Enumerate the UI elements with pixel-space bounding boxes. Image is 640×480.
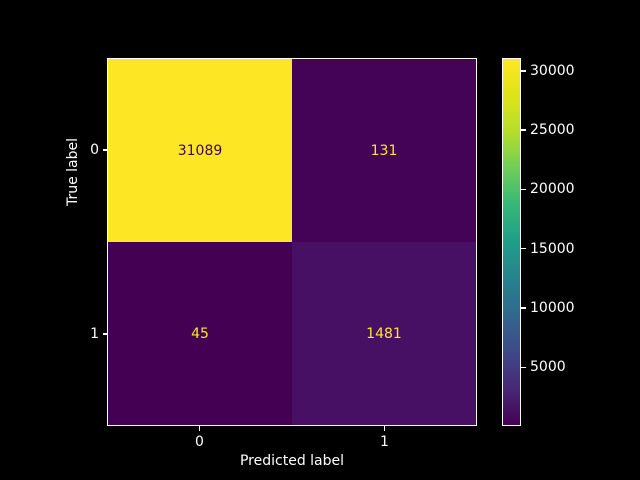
x-axis-label: Predicted label bbox=[239, 453, 345, 469]
matrix-cell-true1-pred1: 1481 bbox=[292, 242, 476, 425]
plot-area: 31089 131 45 1481 bbox=[107, 58, 477, 426]
colorbar-tick-label: 15000 bbox=[530, 240, 575, 257]
x-tick-label: 0 bbox=[195, 434, 204, 450]
colorbar-tick-label: 10000 bbox=[530, 299, 575, 316]
colorbar bbox=[502, 58, 521, 426]
y-axis-label: True label bbox=[65, 137, 81, 207]
x-tick-mark bbox=[383, 426, 386, 431]
matrix-cell-true1-pred0: 45 bbox=[108, 242, 292, 425]
colorbar-tick-mark bbox=[521, 70, 526, 72]
colorbar-tick-mark bbox=[521, 247, 526, 250]
colorbar-tick-label: 25000 bbox=[530, 122, 575, 139]
y-tick-mark bbox=[102, 333, 107, 335]
colorbar-tick-mark bbox=[521, 188, 526, 191]
y-tick-label: 1 bbox=[90, 326, 99, 342]
colorbar-tick-label: 5000 bbox=[530, 359, 566, 376]
colorbar-tick-mark bbox=[521, 307, 526, 309]
y-tick-label: 0 bbox=[90, 142, 99, 158]
x-tick-label: 1 bbox=[380, 434, 389, 450]
colorbar-tick-label: 20000 bbox=[530, 181, 575, 198]
y-tick-mark bbox=[102, 149, 107, 151]
x-tick-mark bbox=[198, 426, 201, 431]
colorbar-tick-mark bbox=[521, 129, 526, 131]
colorbar-tick-mark bbox=[521, 366, 526, 368]
colorbar-tick-label: 30000 bbox=[530, 62, 575, 79]
matrix-cell-true0-pred0: 31089 bbox=[108, 59, 292, 242]
matrix-cell-true0-pred1: 131 bbox=[292, 59, 476, 242]
